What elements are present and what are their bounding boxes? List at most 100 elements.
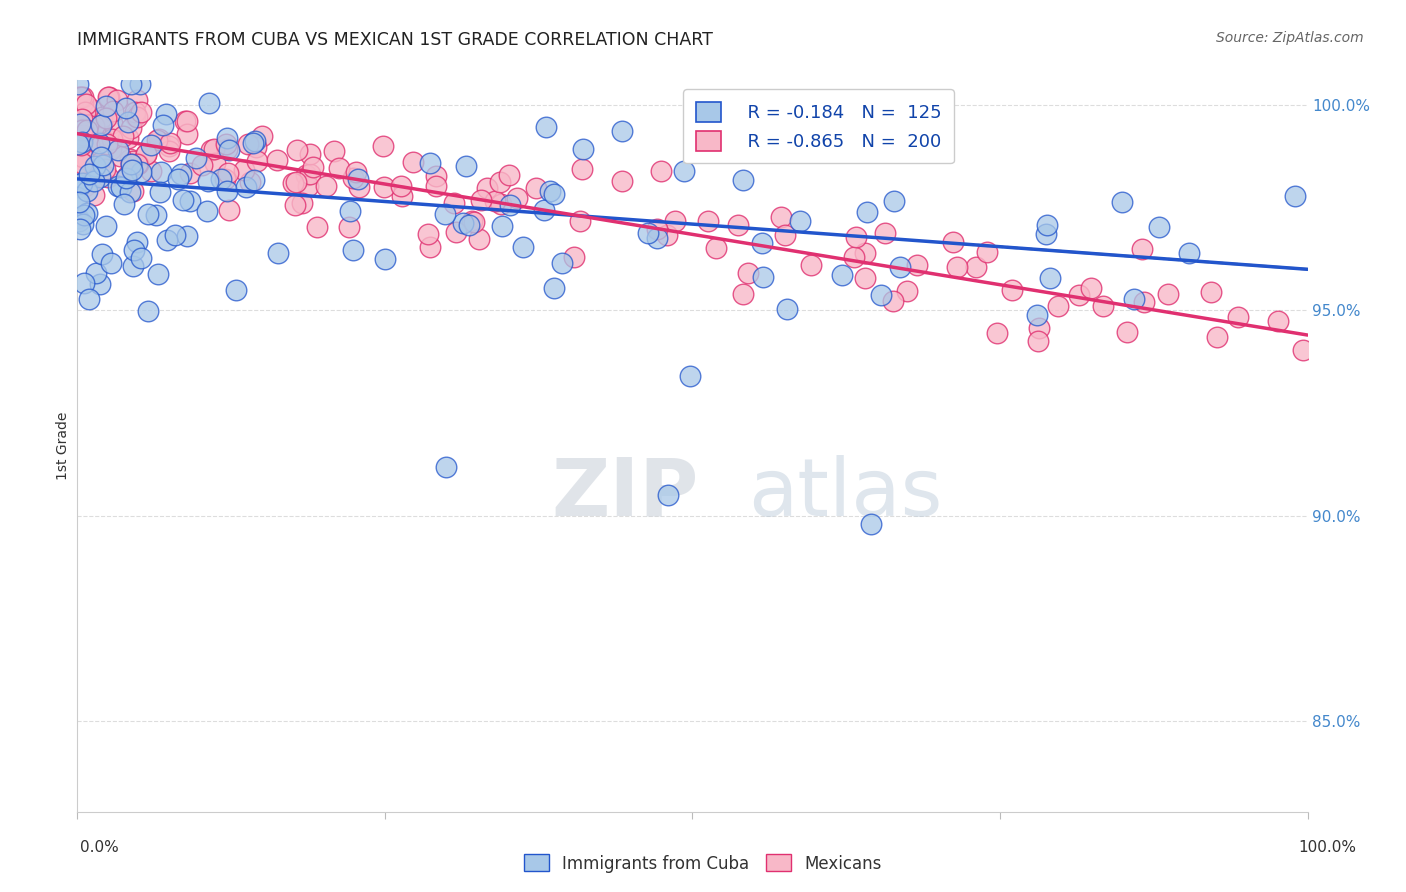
Point xyxy=(489,175,512,189)
Point xyxy=(842,250,865,264)
Point xyxy=(121,184,143,198)
Point xyxy=(90,119,112,133)
Point xyxy=(125,235,148,249)
Point xyxy=(873,226,896,240)
Point xyxy=(337,219,360,234)
Point xyxy=(1026,308,1049,322)
Point xyxy=(551,256,574,270)
Point xyxy=(451,216,474,230)
Point xyxy=(77,292,100,306)
Point xyxy=(77,167,100,181)
Point xyxy=(853,245,876,260)
Point xyxy=(176,229,198,244)
Point xyxy=(84,139,107,153)
Point xyxy=(498,168,520,182)
Point xyxy=(155,107,177,121)
Point xyxy=(800,258,823,272)
Point xyxy=(211,172,233,186)
Point xyxy=(678,368,700,383)
Point xyxy=(468,232,491,246)
Point xyxy=(942,235,965,249)
Point xyxy=(120,157,142,171)
Point xyxy=(120,120,142,135)
Point xyxy=(1292,343,1315,358)
Legend: Immigrants from Cuba, Mexicans: Immigrants from Cuba, Mexicans xyxy=(517,847,889,880)
Point xyxy=(323,145,346,159)
Point xyxy=(105,93,128,107)
Point xyxy=(697,214,720,228)
Point xyxy=(733,173,755,187)
Point xyxy=(1177,246,1199,260)
Point xyxy=(1205,329,1227,343)
Point xyxy=(91,116,114,130)
Point xyxy=(454,159,477,173)
Point xyxy=(117,115,139,129)
Point xyxy=(135,147,157,161)
Point xyxy=(100,142,122,156)
Point xyxy=(299,146,322,161)
Point xyxy=(179,194,201,208)
Point xyxy=(66,177,89,191)
Point xyxy=(883,194,905,209)
Point xyxy=(67,211,90,226)
Point xyxy=(1035,227,1057,241)
Point xyxy=(125,156,148,170)
Point xyxy=(657,228,679,243)
Point xyxy=(120,153,142,167)
Point xyxy=(120,78,142,92)
Point xyxy=(90,132,112,146)
Point xyxy=(72,150,94,164)
Point xyxy=(444,225,467,239)
Point xyxy=(80,102,103,116)
Point xyxy=(845,230,868,244)
Point xyxy=(67,195,90,210)
Point xyxy=(856,205,879,219)
Point xyxy=(107,143,129,157)
Point xyxy=(284,198,307,212)
Point xyxy=(965,260,987,274)
Point xyxy=(66,124,89,138)
Point xyxy=(83,172,105,186)
Point xyxy=(463,214,485,228)
Point xyxy=(543,187,565,202)
Point xyxy=(218,143,240,157)
Point xyxy=(79,133,101,147)
Point xyxy=(347,179,370,194)
Point xyxy=(443,195,465,210)
Point xyxy=(536,120,558,134)
Point xyxy=(163,227,186,242)
Point xyxy=(176,114,198,128)
Point xyxy=(75,105,97,120)
Point xyxy=(195,204,218,219)
Point xyxy=(425,169,447,184)
Point xyxy=(91,146,114,161)
Point xyxy=(610,174,633,188)
Point xyxy=(69,137,91,152)
Point xyxy=(461,214,484,228)
Point xyxy=(80,124,103,138)
Point xyxy=(101,132,124,146)
Point xyxy=(215,136,238,151)
Point xyxy=(89,162,111,177)
Point xyxy=(173,113,195,128)
Point xyxy=(342,171,364,186)
Point xyxy=(124,104,146,119)
Point xyxy=(610,123,633,137)
Point xyxy=(266,153,288,167)
Point xyxy=(246,153,269,168)
Point xyxy=(1001,283,1024,297)
Point xyxy=(73,179,96,194)
Point xyxy=(506,191,529,205)
Point xyxy=(122,154,145,169)
Point xyxy=(1080,281,1102,295)
Text: IMMIGRANTS FROM CUBA VS MEXICAN 1ST GRADE CORRELATION CHART: IMMIGRANTS FROM CUBA VS MEXICAN 1ST GRAD… xyxy=(77,31,713,49)
Point xyxy=(853,271,876,285)
Text: 0.0%: 0.0% xyxy=(80,840,120,855)
Point xyxy=(242,136,264,151)
Point xyxy=(91,158,114,172)
Point xyxy=(72,136,94,151)
Point xyxy=(76,206,98,220)
Point xyxy=(72,156,94,170)
Point xyxy=(127,157,149,171)
Point xyxy=(233,163,256,178)
